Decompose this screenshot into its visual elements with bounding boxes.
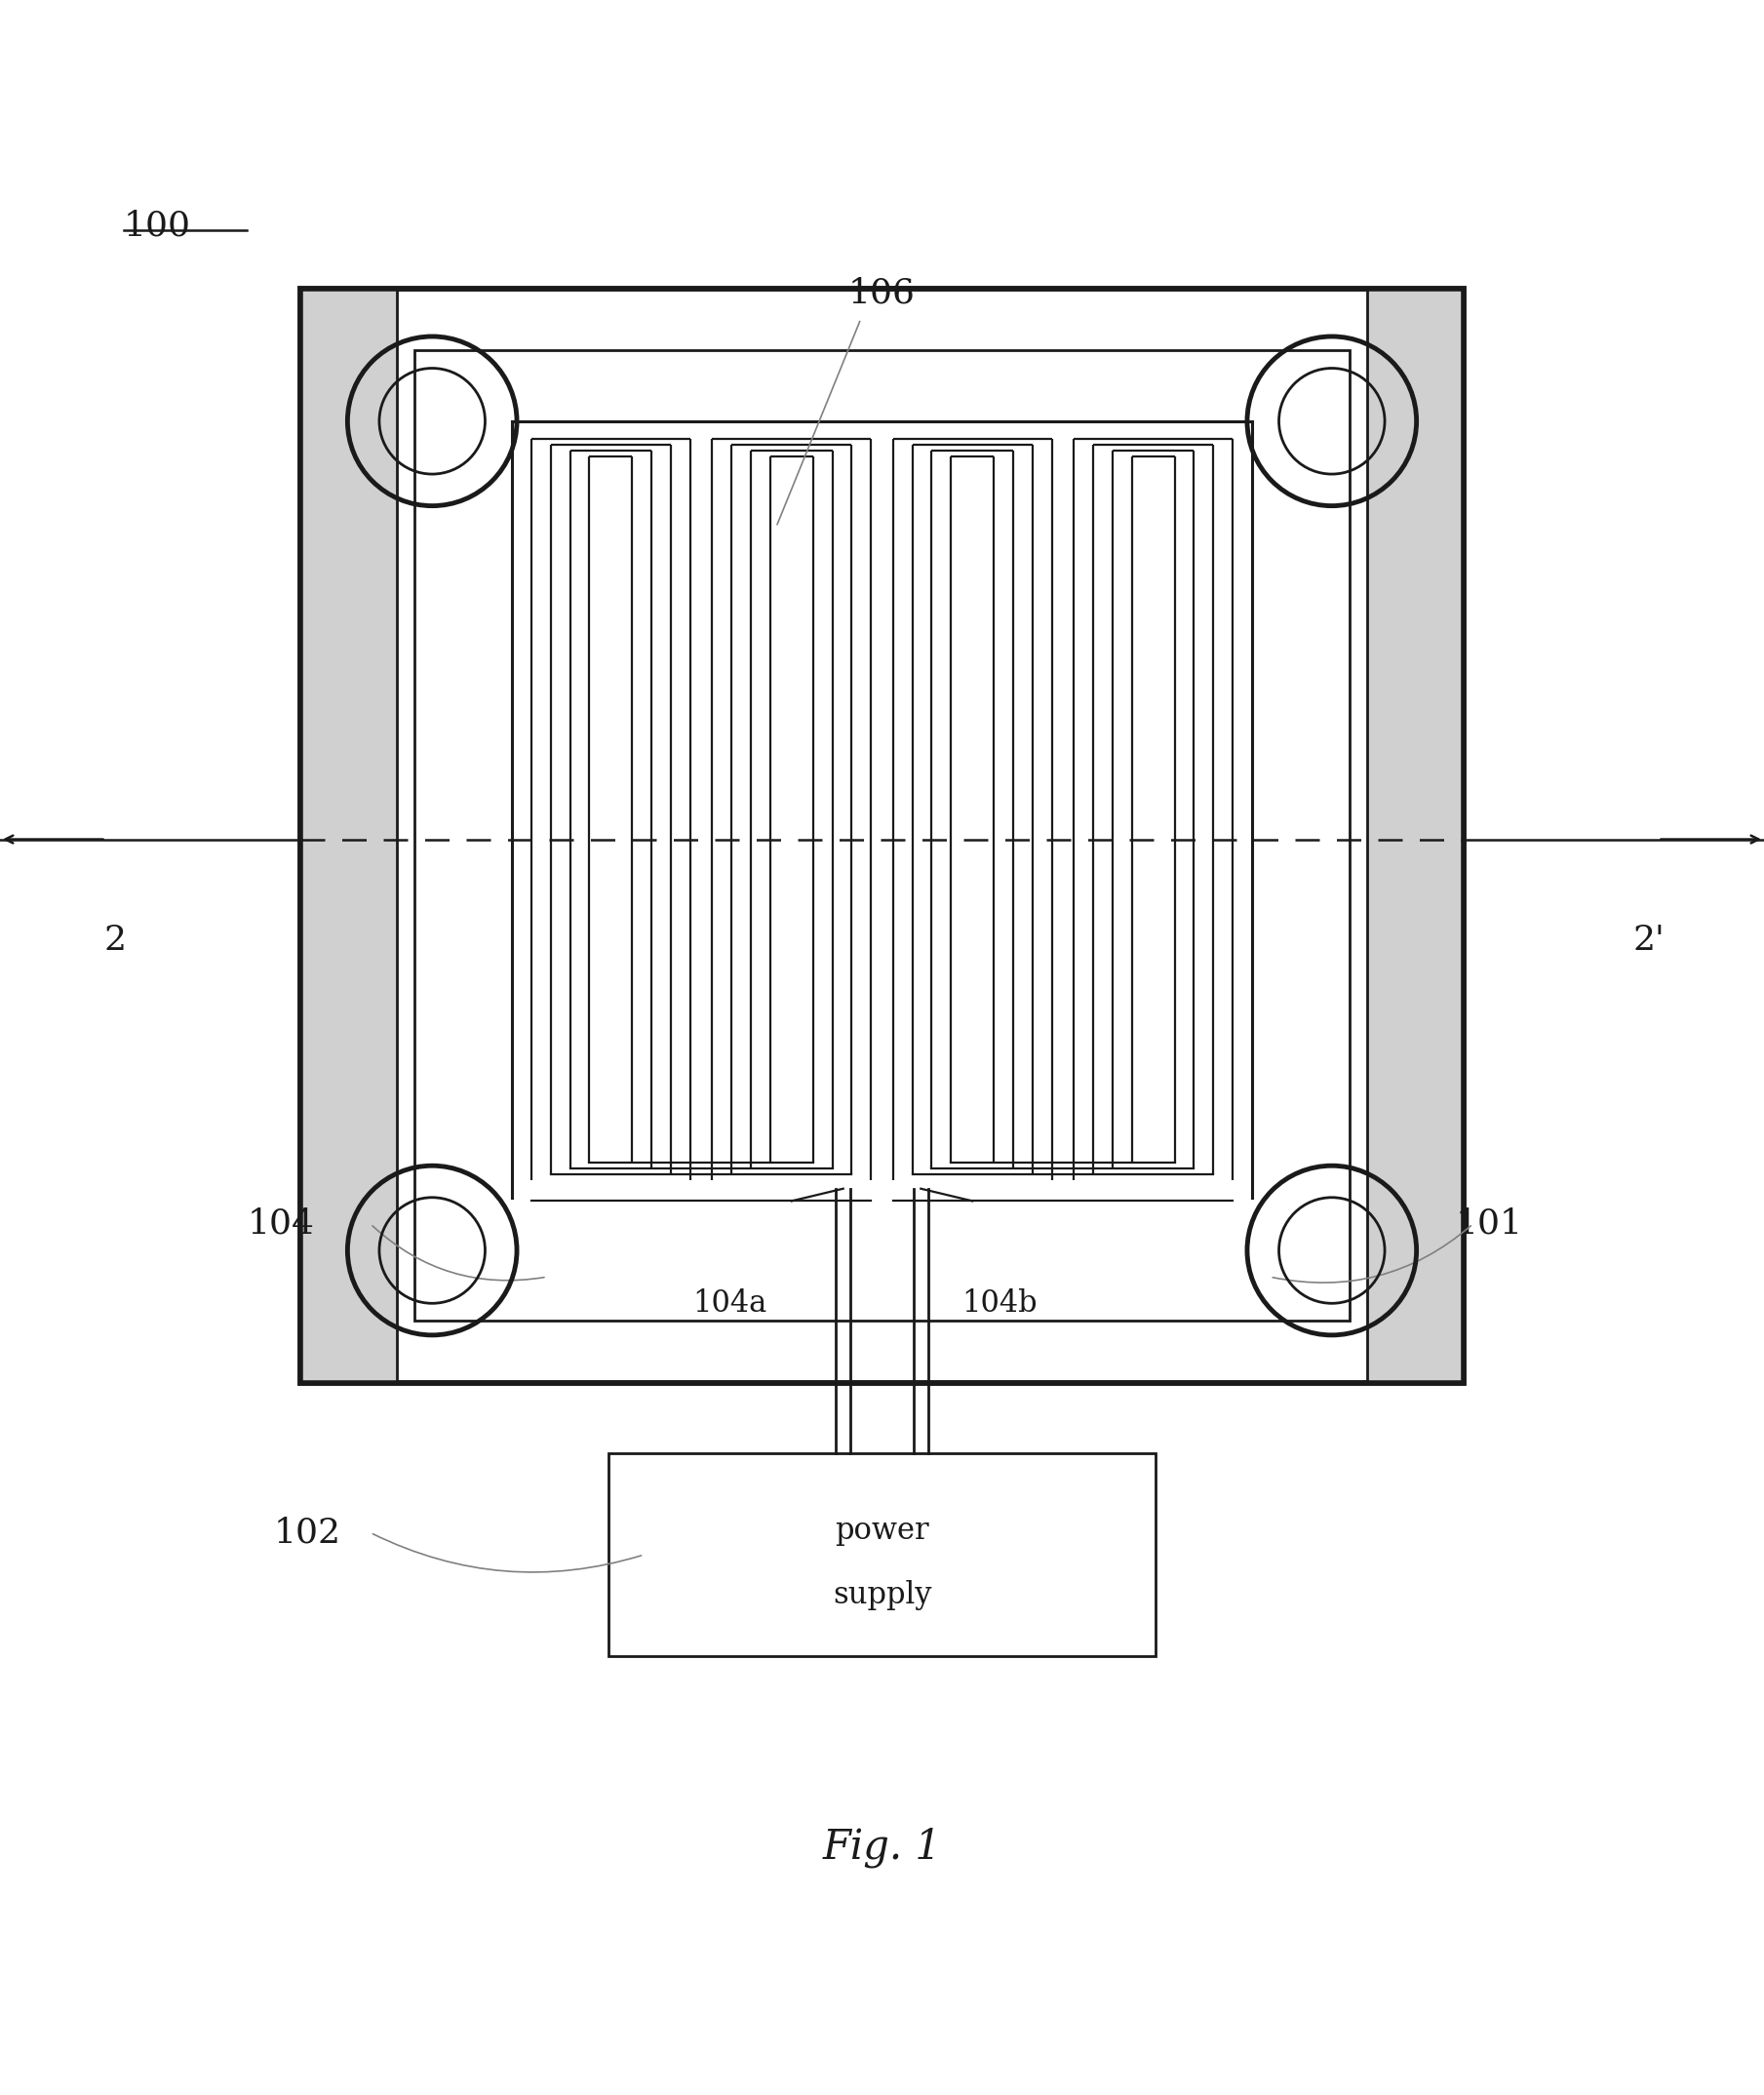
Text: 101: 101 bbox=[1455, 1207, 1522, 1240]
Text: 2: 2 bbox=[104, 924, 125, 957]
Bar bbox=[300, 289, 1464, 1383]
Text: 106: 106 bbox=[848, 277, 916, 310]
Text: 104b: 104b bbox=[961, 1288, 1037, 1318]
Bar bbox=[1367, 289, 1464, 1383]
Text: 104a: 104a bbox=[693, 1288, 767, 1318]
Text: 2': 2' bbox=[1633, 924, 1665, 957]
Bar bbox=[609, 1454, 1155, 1657]
Bar bbox=[415, 350, 1349, 1322]
Text: Fig. 1: Fig. 1 bbox=[822, 1827, 942, 1869]
Bar bbox=[300, 289, 397, 1383]
Text: power: power bbox=[834, 1515, 930, 1546]
Bar bbox=[300, 289, 1464, 1383]
Text: supply: supply bbox=[833, 1580, 931, 1611]
Text: 104: 104 bbox=[247, 1207, 314, 1240]
Text: 102: 102 bbox=[273, 1517, 340, 1550]
Text: 100: 100 bbox=[123, 210, 191, 243]
